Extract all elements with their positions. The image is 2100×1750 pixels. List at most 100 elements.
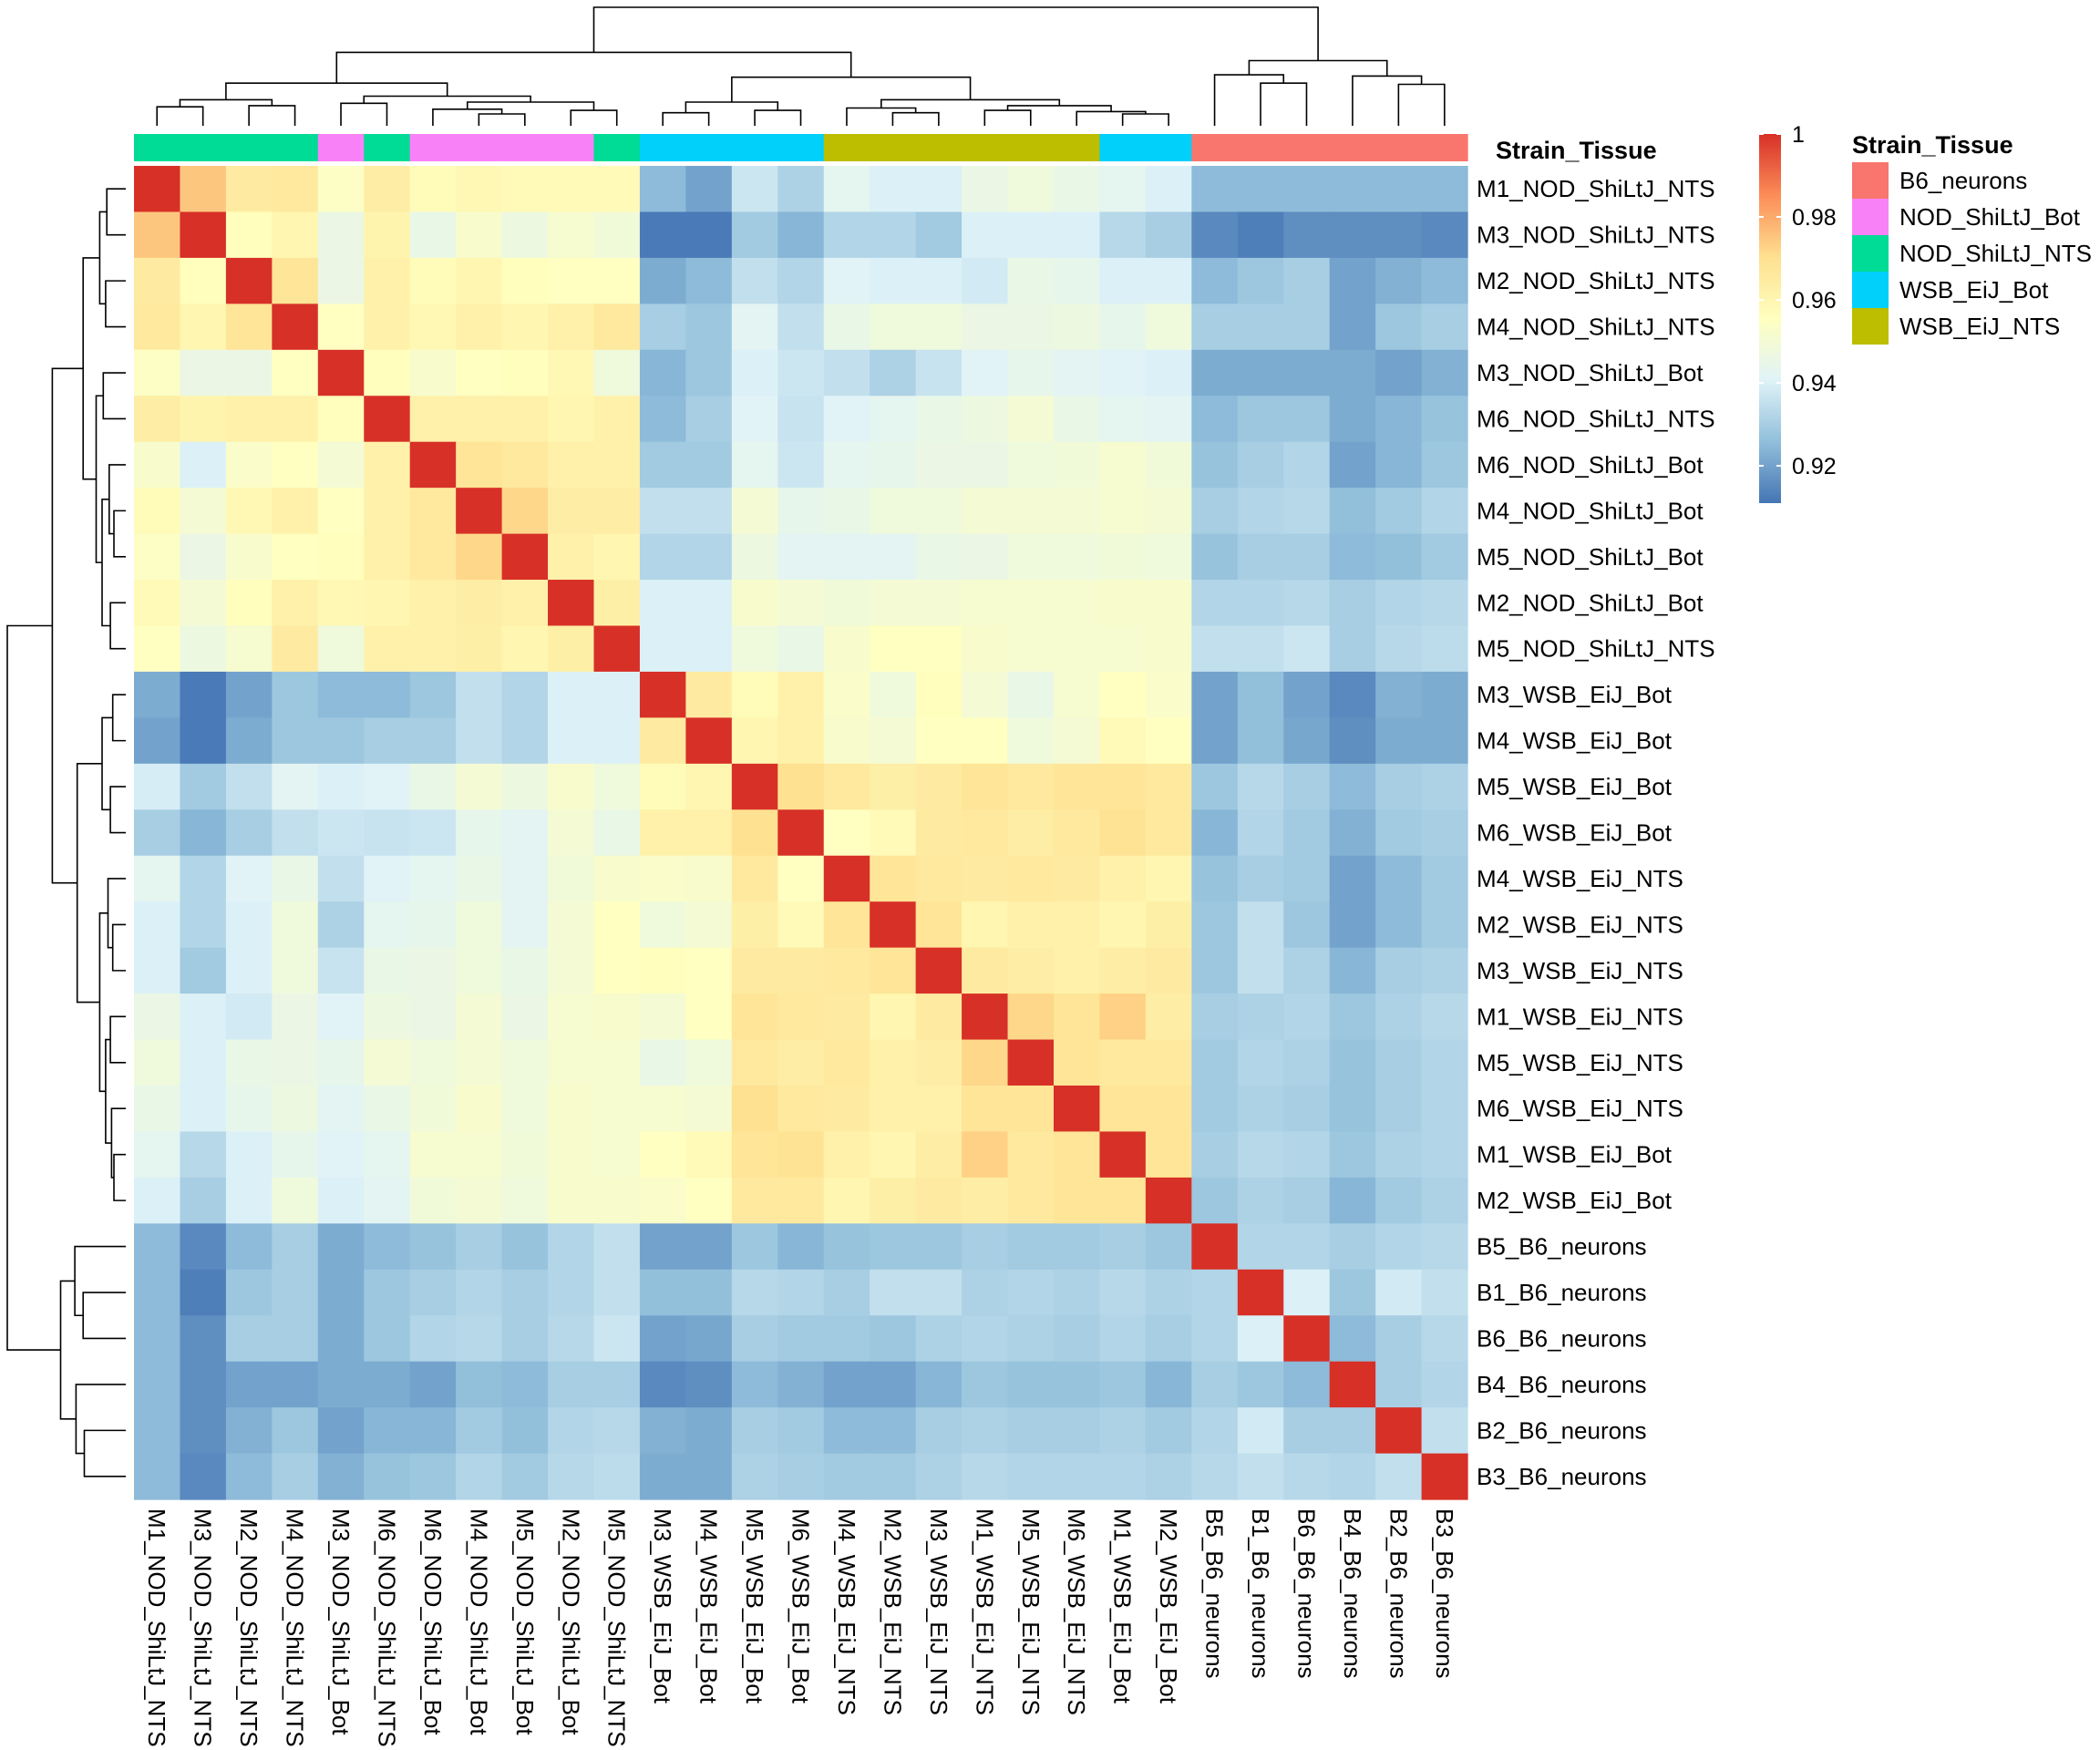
column-label: M5_WSB_EiJ_Bot — [741, 1508, 768, 1704]
heatmap-cell — [777, 488, 825, 535]
heatmap-cell — [870, 763, 917, 810]
heatmap-cell — [501, 1361, 549, 1408]
heatmap-cell — [731, 855, 778, 902]
heatmap-cell — [777, 349, 825, 396]
heatmap-cell — [501, 855, 549, 902]
row-label: M1_WSB_EiJ_Bot — [1477, 1141, 1673, 1168]
heatmap-cell — [1191, 1407, 1239, 1455]
heatmap-cell — [1191, 1086, 1239, 1133]
annotation-cell — [823, 134, 870, 161]
heatmap-cell — [870, 533, 917, 581]
heatmap-cell — [1099, 717, 1147, 765]
heatmap-cell — [823, 717, 870, 765]
column-dendrogram — [156, 6, 1446, 126]
heatmap-cell — [1237, 1407, 1284, 1455]
heatmap-cell — [548, 993, 595, 1041]
heatmap-cell — [1054, 763, 1101, 810]
heatmap-cell — [548, 809, 595, 857]
heatmap-cell — [1237, 396, 1284, 443]
column-label: M4_WSB_EiJ_NTS — [833, 1508, 860, 1715]
dendrogram-link — [111, 923, 126, 972]
heatmap-cell — [962, 993, 1009, 1041]
heatmap-cell — [1099, 993, 1147, 1041]
heatmap-cell — [1375, 993, 1423, 1041]
heatmap-cell — [1145, 304, 1192, 351]
heatmap-cell — [1375, 349, 1423, 396]
annotation-cell — [1237, 134, 1284, 161]
heatmap-cell — [823, 901, 870, 949]
heatmap-cell — [915, 1177, 962, 1224]
heatmap-cell — [962, 1315, 1009, 1363]
heatmap-cell — [225, 211, 273, 259]
heatmap-cell — [870, 1177, 917, 1224]
heatmap-cell — [685, 257, 733, 304]
heatmap-cell — [1054, 1131, 1101, 1179]
heatmap-cell — [639, 1269, 686, 1316]
heatmap-cell — [548, 533, 595, 581]
heatmap-cell — [777, 1223, 825, 1271]
heatmap-cell — [1375, 1361, 1423, 1408]
heatmap-cell — [685, 533, 733, 581]
heatmap-cell — [1375, 947, 1423, 994]
heatmap-cell — [1145, 809, 1192, 857]
heatmap-cell — [1421, 671, 1468, 718]
heatmap-cell — [1191, 671, 1239, 718]
heatmap-cell — [1191, 166, 1239, 213]
heatmap-cell — [962, 901, 1009, 949]
heatmap-cell — [639, 671, 686, 718]
column-label: M3_NOD_ShiLtJ_Bot — [327, 1508, 355, 1735]
heatmap-cell — [1099, 1407, 1147, 1455]
heatmap-cell — [777, 396, 825, 443]
heatmap-cell — [409, 901, 457, 949]
heatmap-cell — [685, 441, 733, 489]
heatmap-cell — [685, 717, 733, 765]
heatmap-cell — [685, 671, 733, 718]
column-label: M5_WSB_EiJ_NTS — [1017, 1508, 1045, 1715]
heatmap-cell — [1099, 1315, 1147, 1363]
heatmap-cell — [409, 1315, 457, 1363]
row-label: M6_NOD_ShiLtJ_Bot — [1477, 451, 1704, 479]
heatmap-cell — [823, 1177, 870, 1224]
heatmap-cell — [456, 1177, 503, 1224]
heatmap-cell — [1283, 580, 1331, 627]
heatmap-cell — [1283, 763, 1331, 810]
heatmap-cell — [593, 763, 641, 810]
heatmap-cell — [731, 349, 778, 396]
heatmap-cell — [548, 1453, 595, 1500]
annotation-cell — [1421, 134, 1468, 161]
heatmap-cell — [456, 166, 503, 213]
heatmap-cell — [364, 396, 411, 443]
heatmap-cell — [317, 1361, 365, 1408]
heatmap-cell — [777, 533, 825, 581]
heatmap-cell — [134, 1086, 181, 1133]
column-label: M6_NOD_ShiLtJ_Bot — [419, 1508, 447, 1735]
heatmap-cell — [593, 1407, 641, 1455]
heatmap-cell — [317, 533, 365, 581]
heatmap-cell — [1375, 1177, 1423, 1224]
column-label: M4_NOD_ShiLtJ_Bot — [465, 1508, 492, 1735]
heatmap-cell — [134, 1177, 181, 1224]
heatmap-cell — [501, 625, 549, 673]
heatmap-cell — [1145, 717, 1192, 765]
annotation-cell — [180, 134, 227, 161]
heatmap-cell — [1237, 488, 1284, 535]
heatmap-cell — [364, 1407, 411, 1455]
annotation-cell — [272, 134, 319, 161]
heatmap-cell — [456, 488, 503, 535]
heatmap-cell — [1007, 625, 1055, 673]
heatmap-cell — [1007, 671, 1055, 718]
heatmap-cell — [1145, 257, 1192, 304]
heatmap-cell — [180, 488, 227, 535]
heatmap-cell — [1099, 1269, 1147, 1316]
heatmap-cell — [1007, 1177, 1055, 1224]
heatmap-cell — [823, 441, 870, 489]
heatmap-cell — [364, 441, 411, 489]
heatmap-cell — [1191, 855, 1239, 902]
heatmap-cell — [1421, 257, 1468, 304]
heatmap-cell — [272, 349, 319, 396]
heatmap-cell — [731, 580, 778, 627]
annotation-cell — [501, 134, 549, 161]
heatmap-cell — [962, 671, 1009, 718]
heatmap-cell — [1421, 901, 1468, 949]
